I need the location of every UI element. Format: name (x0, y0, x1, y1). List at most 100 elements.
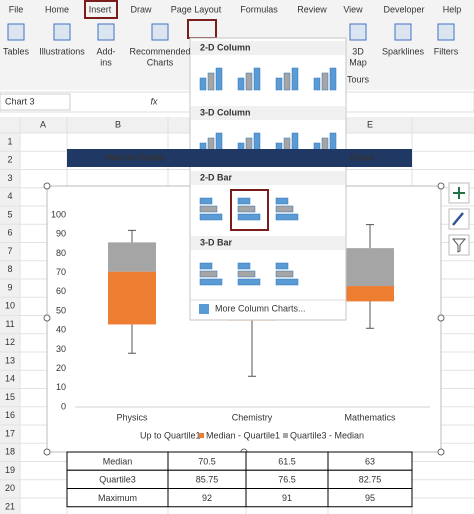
resize-handle[interactable] (437, 314, 445, 322)
selected-option (230, 189, 269, 231)
ribbon-icon[interactable] (394, 23, 412, 41)
ribbon-group-label[interactable]: Sparklines (382, 46, 425, 56)
bar-segment (108, 242, 156, 272)
chart-type-option[interactable] (275, 262, 299, 286)
table-cell: 85.75 (196, 475, 219, 485)
chart-type-option[interactable] (275, 67, 299, 91)
table-cell: Maximum (98, 493, 137, 503)
legend-label: Median - Quartile1 (206, 430, 280, 440)
filter-icon (451, 238, 467, 253)
ribbon-group-label[interactable]: Charts (147, 57, 174, 67)
brush-icon (452, 212, 464, 226)
icon-part (321, 72, 329, 91)
more-charts-link[interactable]: More Column Charts... (215, 303, 306, 313)
legend-swatch (283, 433, 288, 438)
chart-type-option[interactable] (237, 67, 261, 91)
ribbon-tab[interactable]: Page Layout (171, 4, 222, 14)
ribbon-tab[interactable]: Help (443, 4, 462, 14)
bar-segment (108, 271, 156, 325)
icon-part (275, 213, 299, 221)
ribbon-icon[interactable] (151, 23, 169, 41)
y-tick-label: 90 (56, 229, 66, 239)
row-header: 13 (5, 355, 15, 365)
icon-part (199, 77, 207, 91)
ribbon-icon[interactable] (53, 23, 71, 41)
ribbon-tab[interactable]: Formulas (240, 4, 278, 14)
chart-type-option[interactable] (199, 262, 223, 286)
y-tick-label: 30 (56, 344, 66, 354)
resize-handle[interactable] (43, 314, 51, 322)
table-cell: 82.75 (359, 475, 382, 485)
ribbon-icon[interactable] (97, 23, 115, 41)
row-header: 8 (7, 264, 12, 274)
ribbon-group-label[interactable]: 3D (352, 46, 364, 56)
resize-handle[interactable] (437, 182, 445, 190)
chart-type-option[interactable] (275, 197, 299, 221)
plus-icon (453, 187, 465, 199)
ribbon-tab[interactable]: Home (45, 4, 69, 14)
resize-handle[interactable] (43, 448, 51, 456)
banner (67, 149, 412, 167)
x-tick-label: Physics (116, 412, 148, 422)
icon-part (199, 270, 218, 278)
ribbon-tab[interactable]: View (343, 4, 363, 14)
ribbon-icon[interactable] (437, 23, 455, 41)
ribbon-group-label[interactable]: Map (349, 57, 367, 67)
ribbon-group-label[interactable]: Recommended (129, 46, 190, 56)
name-box[interactable] (0, 93, 71, 111)
ribbon-icon[interactable] (7, 23, 25, 41)
x-tick-label: Mathematics (344, 412, 396, 422)
table-cell: 76.5 (278, 475, 296, 485)
y-tick-label: 50 (56, 305, 66, 315)
icon-part (291, 67, 299, 91)
chart-type-option[interactable] (237, 197, 261, 221)
legend-label: Up to Quartile1 (140, 430, 201, 440)
y-tick-label: 100 (51, 209, 66, 219)
ribbon-tab[interactable]: Developer (383, 4, 424, 14)
table-cell: 92 (202, 493, 212, 503)
icon-part (283, 72, 291, 91)
ribbon-group-label[interactable]: Tables (3, 46, 30, 56)
row-header: 17 (5, 428, 15, 438)
chart-type-option[interactable] (199, 67, 223, 91)
ribbon-group-label[interactable]: Filters (434, 46, 459, 56)
resize-handle[interactable] (43, 182, 51, 190)
y-tick-label: 10 (56, 382, 66, 392)
icon-part (275, 278, 299, 286)
y-tick-label: 70 (56, 267, 66, 277)
insert-highlight (84, 0, 118, 19)
icon-part (313, 77, 321, 91)
row-header: 4 (7, 191, 12, 201)
ribbon-icon[interactable] (349, 23, 367, 41)
icon-part (275, 77, 283, 91)
resize-handle[interactable] (437, 448, 445, 456)
ribbon-group-label[interactable]: Add- (96, 46, 115, 56)
icon-part (215, 67, 223, 91)
ribbon-tab[interactable]: Review (297, 4, 327, 14)
ribbon-tab[interactable]: Draw (130, 4, 152, 14)
ribbon-tab[interactable]: Insert (89, 4, 112, 14)
ribbon-group-label[interactable]: ins (100, 57, 112, 67)
chart-type-option[interactable] (313, 67, 337, 91)
row-header-bar (0, 133, 20, 514)
section-header (191, 171, 345, 185)
icon-part (329, 67, 337, 91)
chart-type-option[interactable] (237, 262, 261, 286)
row-header: 14 (5, 374, 15, 384)
row-header: 21 (5, 501, 15, 511)
icon-part (275, 270, 294, 278)
chart-type-option[interactable] (199, 197, 223, 221)
bar-segment (346, 286, 394, 302)
icon-part (199, 278, 223, 286)
row-header: 9 (7, 282, 12, 292)
ribbon-tab[interactable]: File (9, 4, 24, 14)
icon-part (199, 197, 213, 205)
ribbon-group-label[interactable]: Illustrations (39, 46, 85, 56)
y-tick-label: 60 (56, 286, 66, 296)
row-header: 2 (7, 155, 12, 165)
row-header: 3 (7, 173, 12, 183)
section-header (191, 41, 345, 55)
banner-text: Excel (350, 152, 374, 162)
icon-part (237, 270, 256, 278)
